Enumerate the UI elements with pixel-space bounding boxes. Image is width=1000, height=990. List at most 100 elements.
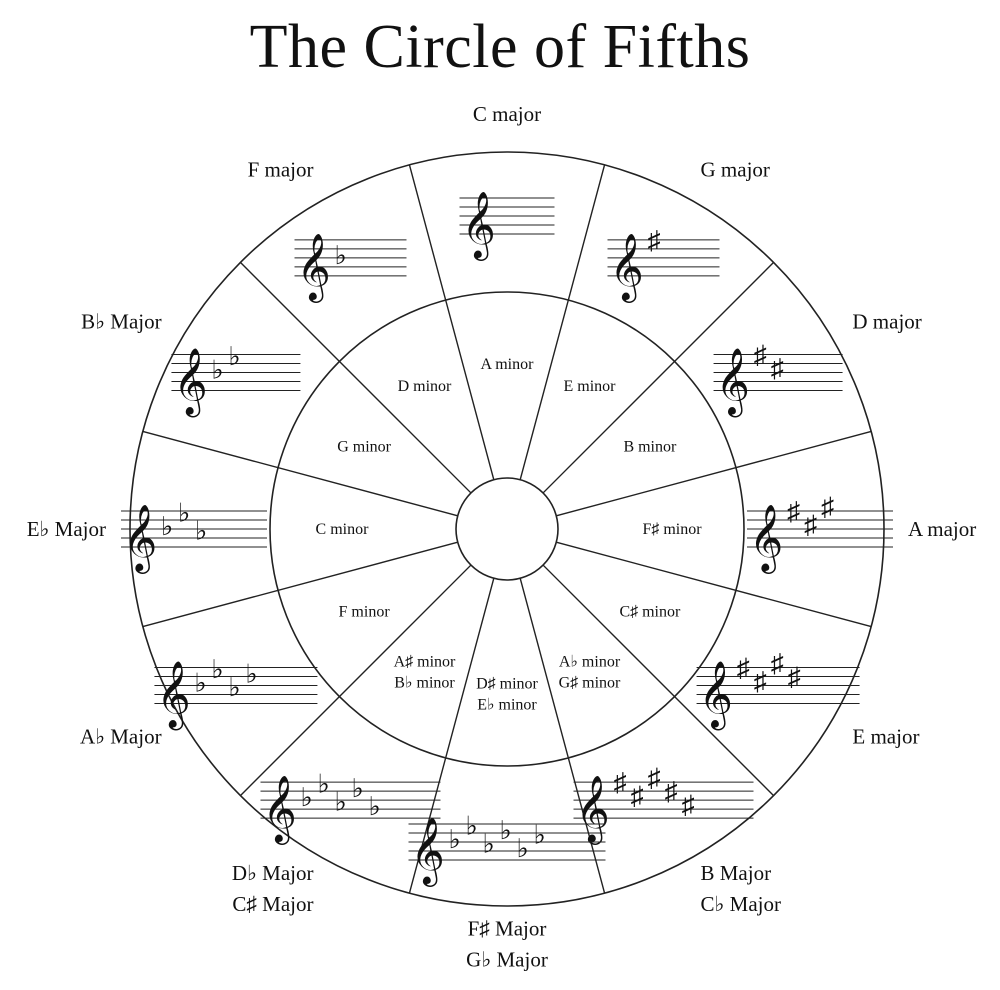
inner-ring [455, 477, 559, 581]
middle-ring [269, 291, 745, 767]
minor-key-label: F♯ minor [642, 521, 702, 538]
key-signature-staff: 𝄞 ♯ ♯♯ ♯ ♯ [573, 764, 754, 845]
wheel-spokes [142, 164, 872, 894]
sharp-icon: ♯ [754, 667, 767, 696]
flat-icon: ♭ [534, 821, 546, 850]
flat-icon: ♭ [335, 788, 347, 817]
section-divider [519, 164, 606, 480]
section-divider [519, 578, 606, 894]
major-key-label: D major [852, 310, 921, 334]
treble-clef-icon: 𝄞 [263, 776, 297, 845]
key-signature-staff: 𝄞 ♭ ♭♭ ♭ [154, 655, 318, 731]
sharp-icon: ♯ [648, 764, 661, 793]
minor-key-label: F minor [339, 604, 391, 621]
section-divider [142, 541, 458, 628]
major-key-label: C♭ Major [701, 892, 781, 916]
minor-key-label: C♯ minor [619, 604, 681, 621]
key-signature-staff: 𝄞 ♭ ♭♭ ♭♭ ♭ [408, 812, 606, 887]
major-key-label: B♭ Major [81, 310, 161, 334]
key-signature-staff: 𝄞 ♭ [294, 234, 407, 303]
major-key-label: C♯ Major [232, 892, 313, 916]
minor-key-label: B minor [623, 439, 677, 456]
flat-icon: ♭ [195, 517, 207, 546]
flat-icon: ♭ [449, 825, 461, 854]
sharp-icon: ♯ [614, 768, 627, 797]
sharp-icon: ♯ [682, 791, 695, 820]
section-divider [542, 261, 775, 494]
section-divider [542, 564, 775, 797]
sharp-icon: ♯ [648, 226, 661, 255]
major-key-label: E♭ Major [27, 517, 106, 541]
major-key-label: F major [248, 158, 314, 182]
key-signature-staff: 𝄞 [459, 192, 555, 261]
treble-clef-icon: 𝄞 [123, 505, 157, 574]
major-key-label: B Major [701, 861, 772, 885]
section-divider [556, 430, 872, 517]
sharp-icon: ♯ [771, 354, 784, 383]
key-signature-staff: 𝄞 ♭ ♭♭ [121, 499, 267, 574]
flat-icon: ♭ [352, 774, 364, 803]
treble-clef-icon: 𝄞 [716, 349, 750, 418]
major-key-label: G major [701, 158, 770, 182]
major-key-label: G♭ Major [466, 948, 548, 972]
flat-icon: ♭ [318, 770, 330, 799]
minor-key-label: D♯ minor [476, 676, 538, 693]
sharp-icon: ♯ [631, 782, 644, 811]
section-divider [239, 564, 472, 797]
flat-icon: ♭ [301, 783, 313, 812]
flat-icon: ♭ [335, 241, 347, 270]
major-key-label: C major [473, 102, 541, 126]
sharp-icon: ♯ [665, 777, 678, 806]
flat-icon: ♭ [517, 834, 529, 863]
flat-icon: ♭ [194, 669, 206, 698]
treble-clef-icon: 𝄞 [411, 818, 445, 887]
key-signature-staff: 𝄞 ♭ ♭♭ ♭♭ [260, 770, 441, 845]
sharp-icon: ♯ [821, 493, 834, 522]
section-divider [142, 430, 458, 517]
major-key-label: D♭ Major [232, 861, 314, 885]
minor-key-label: B♭ minor [394, 674, 455, 691]
major-key-labels: C major G major D major A major E major B Maj… [27, 102, 977, 972]
key-signature-staff: 𝄞 ♯ ♯♯ [747, 493, 893, 574]
sharp-icon: ♯ [771, 649, 784, 678]
treble-clef-icon: 𝄞 [699, 662, 733, 731]
flat-icon: ♭ [211, 356, 223, 385]
flat-icon: ♭ [483, 830, 495, 859]
treble-clef-icon: 𝄞 [749, 505, 783, 574]
flat-icon: ♭ [228, 342, 240, 371]
sharp-icon: ♯ [754, 341, 767, 370]
minor-key-label: A♯ minor [394, 653, 456, 670]
major-key-label: E major [852, 725, 919, 749]
flat-icon: ♭ [228, 673, 240, 702]
flat-icon: ♭ [178, 499, 190, 528]
minor-key-label: A♭ minor [559, 653, 621, 670]
sharp-icon: ♯ [787, 497, 800, 526]
key-signature-staff: 𝄞 ♭ ♭ [171, 342, 301, 418]
section-divider [556, 541, 872, 628]
flat-icon: ♭ [211, 655, 223, 684]
page-title: The Circle of Fifths [249, 13, 751, 81]
flat-icon: ♭ [245, 660, 257, 689]
key-signature-staff: 𝄞 ♯ [607, 226, 720, 303]
key-signature-staff: 𝄞 ♯ ♯ [713, 341, 843, 418]
sharp-icon: ♯ [788, 663, 801, 692]
minor-key-label: D minor [398, 378, 452, 395]
treble-clef-icon: 𝄞 [462, 192, 496, 261]
treble-clef-icon: 𝄞 [297, 234, 331, 303]
sharp-icon: ♯ [804, 511, 817, 540]
minor-key-label: G♯ minor [559, 674, 621, 691]
key-signature-staff: 𝄞 ♯ ♯♯ ♯ [696, 649, 860, 731]
section-divider [408, 164, 495, 480]
minor-key-label: E♭ minor [477, 697, 537, 714]
sharp-icon: ♯ [737, 654, 750, 683]
treble-clef-icon: 𝄞 [156, 662, 190, 731]
major-key-label: A♭ Major [80, 725, 162, 749]
flat-icon: ♭ [369, 792, 381, 821]
treble-clef-icon: 𝄞 [576, 776, 610, 845]
section-divider [408, 578, 495, 894]
major-key-label: F♯ Major [468, 917, 547, 941]
minor-key-label: A minor [481, 356, 535, 373]
treble-clef-icon: 𝄞 [610, 234, 644, 303]
minor-key-labels: A minor E minor B minor F♯ minor C♯ minor A♭ … [316, 356, 703, 714]
